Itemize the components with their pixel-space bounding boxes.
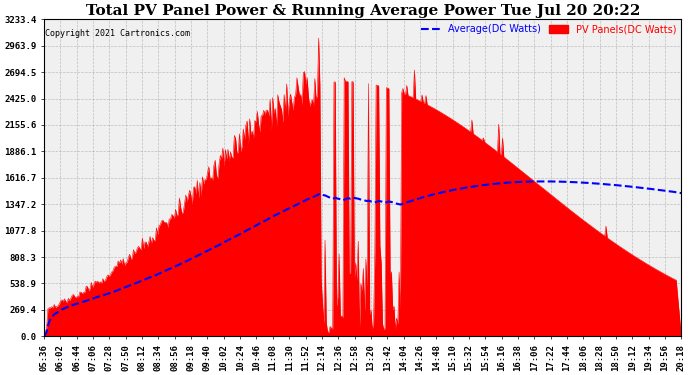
Title: Total PV Panel Power & Running Average Power Tue Jul 20 20:22: Total PV Panel Power & Running Average P… <box>86 4 640 18</box>
Text: Copyright 2021 Cartronics.com: Copyright 2021 Cartronics.com <box>45 29 190 38</box>
Legend: Average(DC Watts), PV Panels(DC Watts): Average(DC Watts), PV Panels(DC Watts) <box>421 24 676 34</box>
